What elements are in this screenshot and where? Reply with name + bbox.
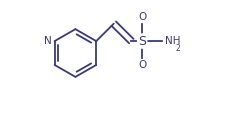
Text: O: O	[138, 12, 146, 22]
Text: N: N	[44, 36, 52, 46]
Text: S: S	[138, 35, 146, 48]
Text: NH: NH	[166, 36, 181, 46]
Text: O: O	[138, 60, 146, 70]
Text: 2: 2	[176, 44, 180, 53]
